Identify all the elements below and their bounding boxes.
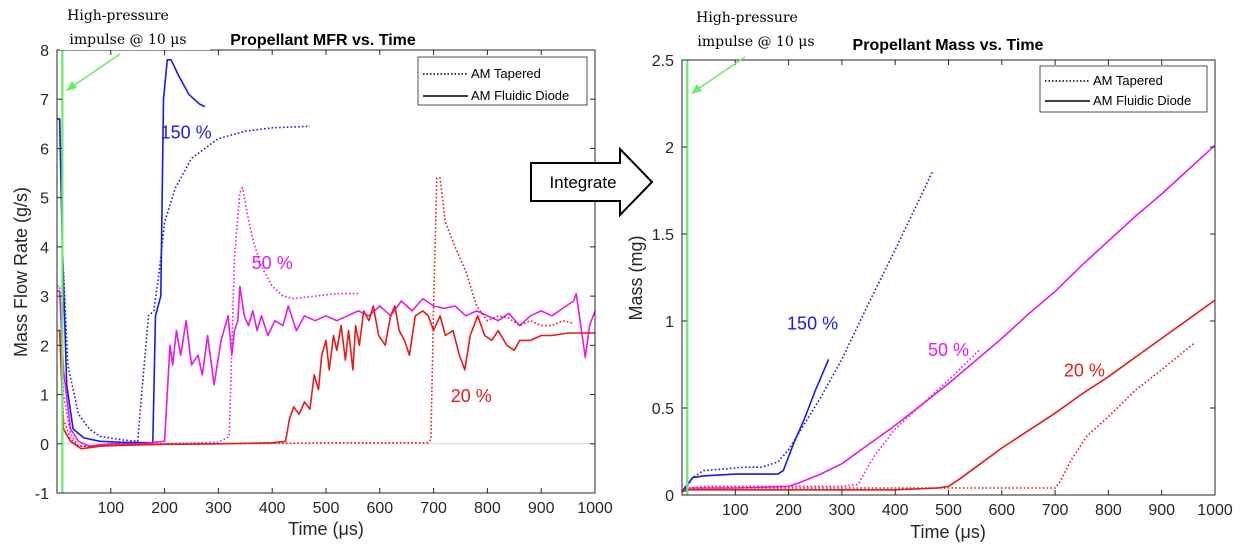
x-tick-label: 800 bbox=[474, 500, 501, 517]
y-tick-label: 5 bbox=[40, 191, 49, 208]
mass-annotation: High-pressure impulse @ 10 μs bbox=[696, 10, 814, 50]
y-tick-label: 2.5 bbox=[652, 53, 674, 70]
x-tick-label: 900 bbox=[528, 500, 555, 517]
y-tick-label: 6 bbox=[40, 141, 49, 158]
mass-x-axis-label: Time (μs) bbox=[910, 522, 986, 542]
mass-legend-box bbox=[1039, 65, 1208, 113]
mfr-annotation-arrow bbox=[66, 53, 121, 91]
x-tick-label: 500 bbox=[935, 502, 962, 519]
mass-y-ticks: 0 0.5 1 1.5 2 2.5 bbox=[652, 53, 1215, 505]
mass-legend-diode: AM Fluidic Diode bbox=[1093, 93, 1191, 108]
y-tick-label: 8 bbox=[40, 43, 49, 60]
mass-annotation-line2: impulse @ 10 μs bbox=[697, 34, 814, 50]
mfr-legend: AM Tapered AM Fluidic Diode bbox=[417, 56, 588, 106]
series-percent-label: 150 % bbox=[161, 123, 212, 143]
mfr-y-ticks: -1 0 1 2 3 4 5 6 7 8 bbox=[35, 43, 595, 503]
x-tick-label: 700 bbox=[1042, 502, 1069, 519]
x-tick-label: 600 bbox=[988, 502, 1015, 519]
x-tick-label: 1000 bbox=[1197, 502, 1233, 519]
mass-y-axis-label: Mass (mg) bbox=[626, 236, 646, 321]
y-tick-label: 1 bbox=[665, 314, 674, 331]
series-line-dotted bbox=[681, 171, 934, 493]
x-tick-label: 200 bbox=[151, 500, 178, 517]
series-percent-label: 50 % bbox=[928, 340, 969, 360]
series-percent-label: 20 % bbox=[1064, 361, 1105, 381]
y-tick-label: 2 bbox=[665, 140, 674, 157]
mass-chart: 100 200 300 400 500 600 700 800 900 1000 0 0.5 1 1.5… bbox=[626, 10, 1233, 542]
mfr-chart-title: Propellant MFR vs. Time bbox=[230, 32, 416, 49]
x-tick-label: 100 bbox=[97, 500, 124, 517]
mass-annotation-arrow bbox=[691, 56, 746, 94]
series-percent-label: 50 % bbox=[252, 253, 293, 273]
y-tick-label: -1 bbox=[35, 486, 49, 503]
mass-annotation-line1: High-pressure bbox=[696, 10, 798, 26]
series-line-solid bbox=[57, 285, 596, 447]
series-line-dotted bbox=[57, 177, 574, 447]
mfr-y-axis-label: Mass Flow Rate (g/s) bbox=[11, 187, 31, 357]
mfr-chart: 100 200 300 400 500 600 700 800 900 1000 -1 0 1 2 3 4 5… bbox=[11, 2, 613, 539]
mfr-annotation: High-pressure impulse @ 10 μs bbox=[60, 2, 210, 50]
mfr-legend-tapered: AM Tapered bbox=[471, 66, 541, 81]
x-tick-label: 100 bbox=[722, 502, 749, 519]
mfr-series-labels: 150 % 50 % 20 % bbox=[161, 123, 492, 406]
x-tick-label: 300 bbox=[205, 500, 232, 517]
y-tick-label: 7 bbox=[40, 92, 49, 109]
mass-series-group bbox=[681, 144, 1216, 493]
x-tick-label: 700 bbox=[420, 500, 447, 517]
mfr-annotation-line1: High-pressure bbox=[67, 8, 169, 24]
mfr-x-axis-label: Time (μs) bbox=[288, 519, 364, 539]
y-tick-label: 0.5 bbox=[652, 401, 674, 418]
series-line-solid bbox=[57, 305, 595, 450]
mfr-legend-diode: AM Fluidic Diode bbox=[471, 88, 569, 103]
y-tick-label: 3 bbox=[40, 289, 49, 306]
mass-plot-area bbox=[682, 60, 1215, 495]
x-tick-label: 400 bbox=[882, 502, 909, 519]
x-tick-label: 600 bbox=[366, 500, 393, 517]
mfr-x-ticks: 100 200 300 400 500 600 700 800 900 1000 bbox=[97, 50, 613, 517]
x-tick-label: 200 bbox=[775, 502, 802, 519]
mass-series-labels: 150 % 50 % 20 % bbox=[787, 314, 1105, 381]
y-tick-label: 0 bbox=[40, 437, 49, 454]
y-tick-label: 0 bbox=[665, 488, 674, 505]
mfr-plot-area bbox=[57, 50, 595, 493]
integrate-arrow-shape bbox=[530, 146, 654, 218]
mass-legend-tapered: AM Tapered bbox=[1093, 73, 1163, 88]
series-percent-label: 20 % bbox=[451, 386, 492, 406]
integrate-arrow-label: Integrate bbox=[549, 173, 616, 192]
y-tick-label: 1.5 bbox=[652, 227, 674, 244]
mfr-annotation-line2: impulse @ 10 μs bbox=[69, 32, 186, 48]
mfr-legend-box bbox=[417, 56, 588, 106]
mass-legend: AM Tapered AM Fluidic Diode bbox=[1039, 65, 1208, 113]
x-tick-label: 400 bbox=[259, 500, 286, 517]
y-tick-label: 4 bbox=[40, 240, 49, 257]
integrate-arrow: Integrate bbox=[530, 146, 654, 218]
series-line-dotted bbox=[57, 118, 310, 443]
mfr-series-group bbox=[57, 59, 596, 450]
series-line-solid bbox=[681, 299, 1216, 493]
x-tick-label: 300 bbox=[829, 502, 856, 519]
mass-x-ticks: 100 200 300 400 500 600 700 800 900 1000 bbox=[722, 60, 1233, 519]
x-tick-label: 1000 bbox=[577, 500, 613, 517]
series-line-dotted bbox=[681, 342, 1195, 493]
x-tick-label: 500 bbox=[313, 500, 340, 517]
x-tick-label: 800 bbox=[1095, 502, 1122, 519]
series-line-solid bbox=[681, 144, 1216, 493]
x-tick-label: 900 bbox=[1148, 502, 1175, 519]
series-percent-label: 150 % bbox=[787, 314, 838, 334]
series-line-solid bbox=[681, 358, 830, 492]
y-tick-label: 2 bbox=[40, 338, 49, 355]
series-line-solid bbox=[57, 59, 206, 444]
y-tick-label: 1 bbox=[40, 388, 49, 405]
mass-chart-title: Propellant Mass vs. Time bbox=[853, 37, 1044, 54]
